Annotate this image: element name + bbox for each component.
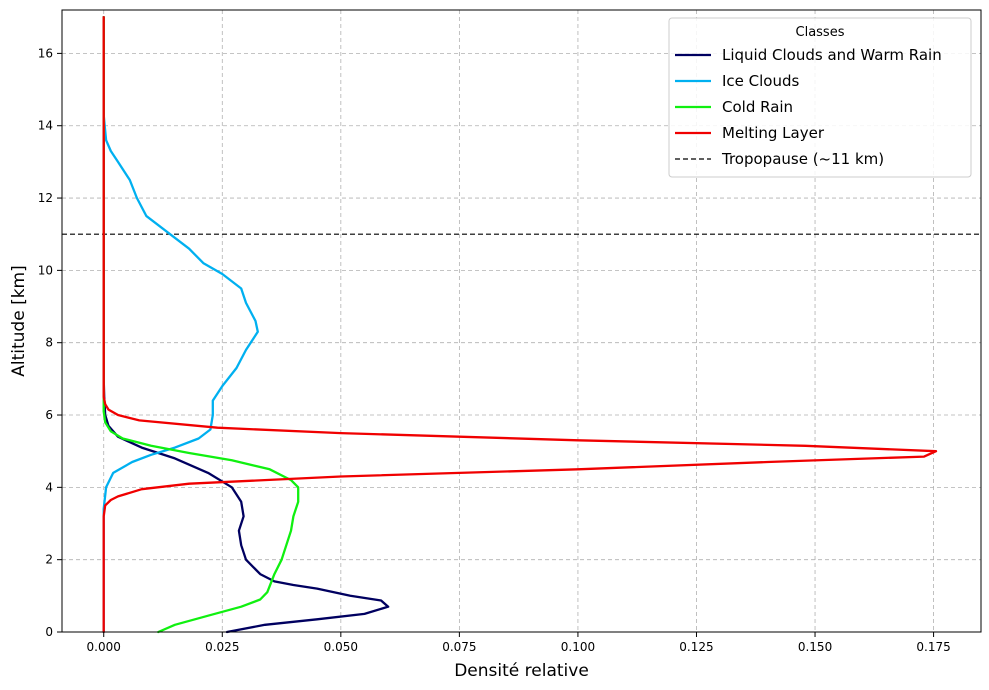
series-line-liquid-clouds-and-warm-rain [102, 16, 390, 634]
x-tick-label: 0.100 [561, 640, 595, 654]
y-axis-ticks: 0 2 4 6 8 10 12 14 16 [38, 46, 62, 639]
legend: Classes Liquid Clouds and Warm Rain Ice C… [668, 17, 972, 178]
y-tick-label: 0 [45, 625, 53, 639]
x-tick-label: 0.175 [916, 640, 950, 654]
series-line-cold-rain [102, 16, 300, 634]
legend-label: Melting Layer [722, 124, 825, 142]
x-tick-label: 0.075 [442, 640, 476, 654]
y-tick-label: 14 [38, 119, 53, 133]
x-axis-label: Densité relative [454, 661, 589, 681]
x-tick-label: 0.000 [87, 640, 121, 654]
y-tick-label: 10 [38, 263, 53, 277]
series-line-ice-clouds [102, 16, 259, 634]
y-tick-label: 16 [38, 46, 53, 60]
legend-title: Classes [796, 25, 845, 40]
legend-box [668, 17, 972, 178]
series-layer [102, 16, 938, 634]
x-tick-label: 0.025 [205, 640, 239, 654]
x-tick-label: 0.125 [679, 640, 713, 654]
legend-items: Liquid Clouds and Warm Rain Ice Clouds Col… [675, 46, 942, 168]
x-tick-label: 0.050 [324, 640, 358, 654]
y-tick-label: 4 [45, 480, 53, 494]
x-axis-ticks: 0.000 0.025 0.050 0.075 0.100 0.125 0.150 0.175 [87, 632, 951, 654]
y-tick-label: 2 [45, 553, 53, 567]
plot-frame [61, 9, 982, 633]
legend-label: Ice Clouds [722, 72, 800, 90]
x-tick-label: 0.150 [798, 640, 832, 654]
legend-label: Liquid Clouds and Warm Rain [722, 46, 942, 64]
y-tick-label: 12 [38, 191, 53, 205]
y-tick-label: 6 [45, 408, 53, 422]
y-axis-label: Altitude [km] [9, 265, 29, 377]
legend-label: Tropopause (~11 km) [721, 150, 884, 168]
y-tick-label: 8 [45, 336, 53, 350]
series-line-melting-layer [102, 16, 938, 634]
legend-label: Cold Rain [722, 98, 793, 116]
